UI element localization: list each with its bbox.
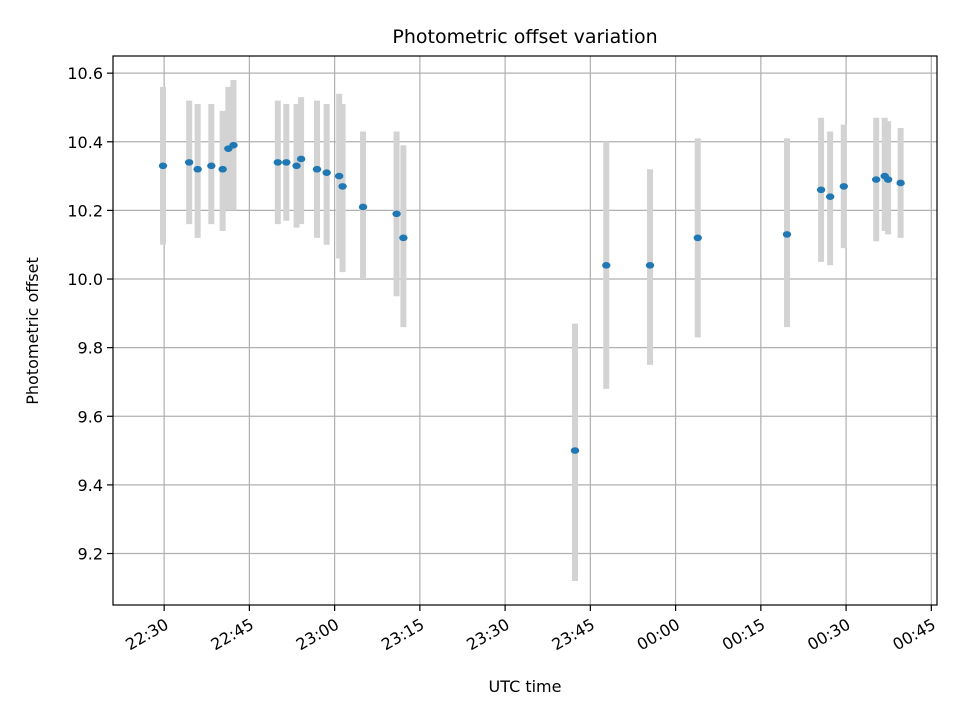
y-axis: 9.2 9.4 9.6 9.8 10.0 10.2 10.4 10.6 xyxy=(67,64,113,564)
plot-frame xyxy=(112,55,938,606)
data-points xyxy=(158,141,905,454)
y-tick-label: 9.6 xyxy=(78,407,103,426)
data-point xyxy=(282,159,291,166)
y-tick-label: 10.2 xyxy=(67,201,103,220)
data-point xyxy=(782,231,792,238)
y-tick-label: 9.2 xyxy=(78,545,103,564)
data-point xyxy=(292,162,301,170)
data-point xyxy=(883,176,893,183)
data-point xyxy=(839,183,849,190)
data-point xyxy=(312,165,322,173)
data-point xyxy=(158,162,168,170)
y-tick-label: 10.6 xyxy=(67,64,103,83)
data-point xyxy=(193,165,202,173)
data-point xyxy=(358,203,368,211)
grid xyxy=(113,56,937,605)
x-axis-title: UTC time xyxy=(489,677,562,696)
data-point xyxy=(570,447,580,454)
y-axis-title: Photometric offset xyxy=(23,257,42,405)
y-tick-label: 10.4 xyxy=(67,133,103,152)
data-point xyxy=(645,262,655,269)
data-point xyxy=(322,169,331,176)
data-point xyxy=(218,165,227,173)
chart-title: Photometric offset variation xyxy=(392,26,657,48)
data-point xyxy=(825,193,835,200)
data-point xyxy=(273,159,282,166)
data-point xyxy=(693,234,702,242)
data-point xyxy=(602,262,611,269)
data-point xyxy=(871,176,881,183)
y-tick-label: 10.0 xyxy=(67,270,103,289)
data-point xyxy=(296,155,306,163)
y-tick-label: 9.8 xyxy=(78,339,103,358)
data-point xyxy=(207,162,216,170)
y-tick-label: 9.4 xyxy=(78,476,103,495)
data-point xyxy=(392,210,401,218)
data-point xyxy=(184,159,194,166)
data-point xyxy=(399,234,408,242)
data-point xyxy=(334,172,344,180)
data-point xyxy=(338,183,347,190)
data-point xyxy=(229,141,238,149)
data-point xyxy=(816,186,826,194)
data-point xyxy=(896,179,905,187)
